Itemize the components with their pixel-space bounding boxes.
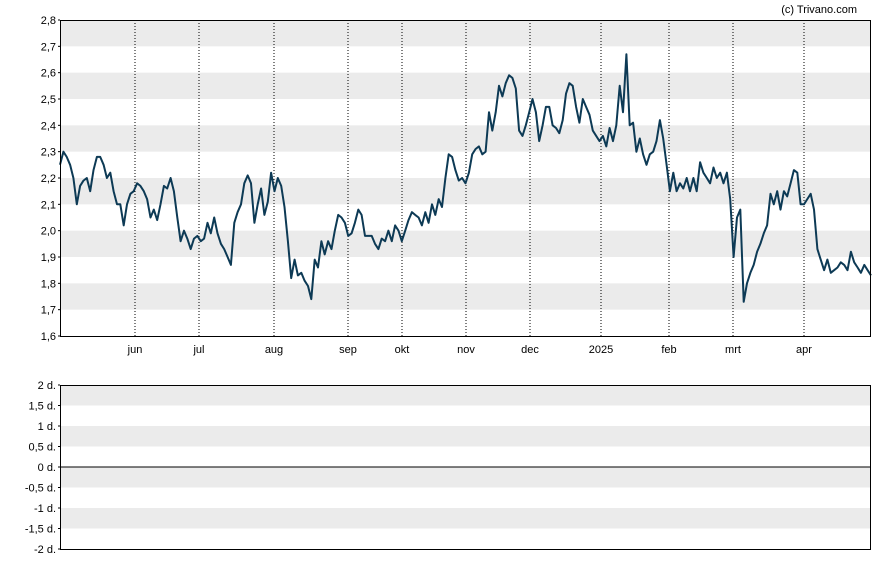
x-tick-label: 2025 (589, 344, 613, 356)
y-tick-label: -1,5 d. (25, 524, 56, 536)
y-tick-label: 2,5 (41, 94, 56, 106)
x-tick-label: okt (395, 344, 410, 356)
y-tick-label: 1,9 (41, 252, 56, 264)
price-chart: 1,6 1,7 1,8 1,9 2,0 2,1 2,2 2,3 2,4 2,5 2,6 2,7 2,8 j… (41, 15, 872, 356)
y-tick-label: 2,6 (41, 68, 56, 80)
y-tick-label: 2 d. (38, 380, 56, 392)
x-tick-label: nov (457, 344, 475, 356)
y-tick-label: 1,7 (41, 305, 56, 317)
grid-band (60, 385, 871, 406)
y-tick-label: 2,3 (41, 147, 56, 159)
plot-frame (60, 20, 871, 337)
y-tick-label: 2,8 (41, 15, 56, 27)
grid-band (60, 426, 871, 447)
grid-band (60, 467, 871, 488)
y-tick-label: -1 d. (34, 503, 56, 515)
y-tick-label: 2,7 (41, 41, 56, 53)
y-tick-label: 0,5 d. (28, 442, 56, 454)
x-tick-label: jul (192, 344, 204, 356)
y-tick-label: 2,0 (41, 226, 56, 238)
x-tick-label: apr (796, 344, 812, 356)
y-tick-label: -0,5 d. (25, 483, 56, 495)
price-line (59, 53, 872, 303)
x-tick-label: dec (521, 344, 539, 356)
x-tick-label: mrt (725, 344, 741, 356)
y-tick-label: 2,1 (41, 199, 56, 211)
credit-text: (c) Trivano.com (781, 4, 857, 16)
plot-frame (60, 385, 871, 550)
x-tick-label: feb (661, 344, 676, 356)
y-tick-label: 2,4 (41, 120, 56, 132)
grid-band (60, 508, 871, 529)
x-tick-label: jun (127, 344, 143, 356)
y-tick-label: 0 d. (38, 462, 56, 474)
y-tick-label: 1,5 d. (28, 401, 56, 413)
x-tick-label: sep (339, 344, 357, 356)
y-tick-label: 1,6 (41, 331, 56, 343)
y-tick-label: 1,8 (41, 278, 56, 290)
grid-band (60, 230, 871, 257)
volume-chart: 2 d. 1,5 d. 1 d. 0,5 d. 0 d. -0,5 d. -1 d. -1,5… (25, 380, 871, 556)
y-tick-label: -2 d. (34, 544, 56, 556)
y-tick-label: 2,2 (41, 173, 56, 185)
grid-band (60, 125, 871, 152)
y-tick-label: 1 d. (38, 421, 56, 433)
x-tick-label: aug (265, 344, 283, 356)
